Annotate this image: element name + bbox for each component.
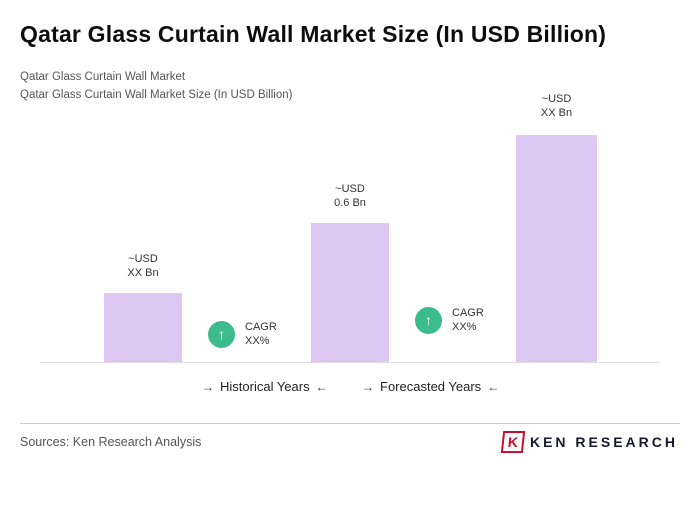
cagr-badge-1-line2: XX% (245, 335, 270, 347)
arrow-left-icon: ← (487, 380, 500, 394)
ken-research-logo-icon: K (500, 431, 526, 453)
ken-research-logo-text: KEN RESEARCH (529, 434, 678, 450)
cagr-badge-2: ↑ CAGR XX% (415, 306, 484, 334)
chart-subtitle: Qatar Glass Curtain Wall Market Qatar Gl… (20, 68, 292, 104)
cagr-badge-1-text: CAGR XX% (245, 320, 277, 348)
axis-span-forecasted-label: Forecasted Years (380, 379, 482, 394)
logo-letter: K (507, 434, 519, 450)
bar-value-label-3: ~USD XX Bn (516, 92, 597, 120)
arrow-right-icon: → (362, 380, 374, 394)
sources-text: Sources: Ken Research Analysis (20, 435, 202, 449)
page-title: Qatar Glass Curtain Wall Market Size (In… (20, 21, 607, 47)
axis-span-historical-label: Historical Years (220, 379, 310, 394)
bar-value-label-3-line1: ~USD (541, 93, 572, 105)
bar-forecasted (516, 135, 597, 362)
bar-value-label-2-line2: 0.6 Bn (334, 197, 366, 209)
bar-value-label-2-line1: ~USD (335, 183, 365, 195)
up-arrow-glyph: ↑ (218, 326, 225, 342)
bar-value-label-1-line2: XX Bn (127, 267, 159, 279)
bar-base-year (311, 223, 389, 362)
axis-span-forecasted: → Forecasted Years ← (356, 379, 505, 394)
bar-historical (104, 293, 182, 362)
cagr-badge-2-line2: XX% (452, 321, 477, 333)
arrow-left-icon: ← (315, 380, 328, 394)
growth-up-icon: ↑ (208, 320, 235, 348)
growth-up-icon: ↑ (415, 306, 442, 334)
up-arrow-glyph: ↑ (425, 312, 432, 328)
axis-span-historical: → Historical Years ← (196, 379, 334, 394)
ken-research-logo: K KEN RESEARCH (500, 431, 678, 453)
bar-value-label-1: ~USD XX Bn (104, 252, 182, 280)
cagr-badge-2-line1: CAGR (452, 307, 484, 319)
bar-value-label-1-line1: ~USD (128, 253, 158, 265)
cagr-badge-1-line1: CAGR (245, 321, 277, 333)
cagr-badge-2-text: CAGR XX% (452, 306, 484, 334)
bar-chart: ~USD XX Bn ↑ CAGR XX% ~USD 0.6 Bn ↑ (40, 92, 660, 394)
bar-value-label-2: ~USD 0.6 Bn (311, 182, 389, 210)
arrow-right-icon: → (202, 380, 214, 394)
bar-value-label-3-line2: XX Bn (540, 107, 573, 119)
x-axis-line (40, 362, 660, 363)
subtitle-line-1: Qatar Glass Curtain Wall Market (20, 71, 186, 83)
cagr-badge-1: ↑ CAGR XX% (208, 320, 277, 348)
subtitle-line-2: Qatar Glass Curtain Wall Market Size (In… (20, 89, 293, 101)
footer-divider (20, 423, 680, 424)
